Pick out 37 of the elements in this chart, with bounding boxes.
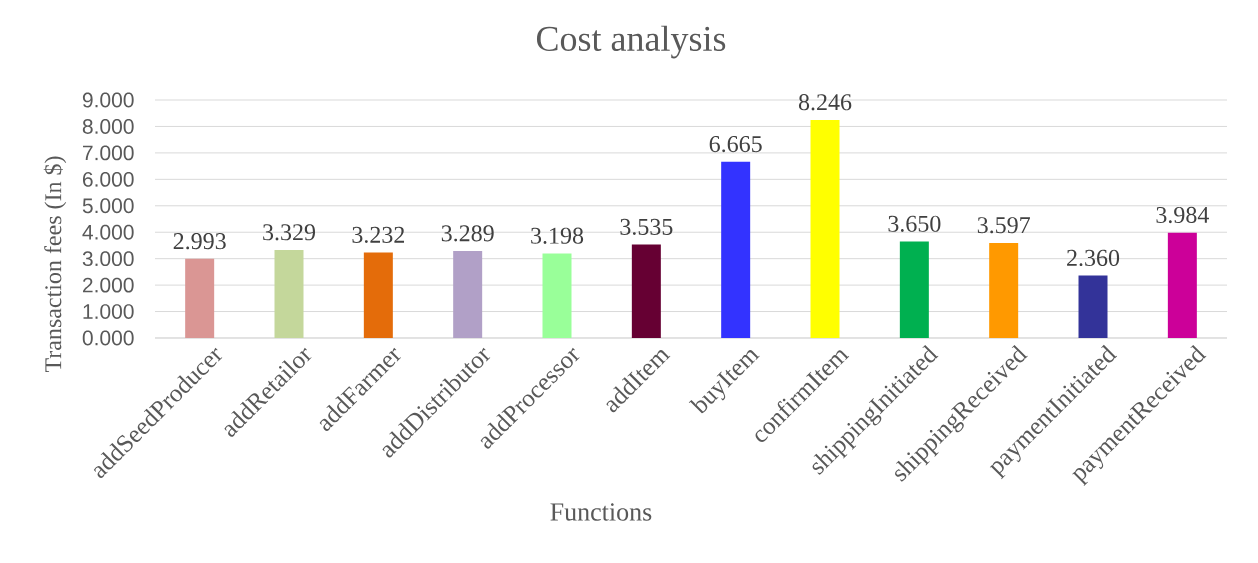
bar xyxy=(721,161,751,338)
y-tick-label: 4.000 xyxy=(82,224,134,240)
data-label: 3.198 xyxy=(531,227,584,244)
bar xyxy=(631,244,661,338)
y-tick-label: 1.000 xyxy=(83,304,134,319)
bar xyxy=(363,252,393,338)
y-tick-label: 0.000 xyxy=(82,330,134,346)
data-label: 3.597 xyxy=(977,217,1030,234)
data-label: 3.289 xyxy=(441,225,494,242)
bar xyxy=(1167,232,1197,338)
bar xyxy=(1078,275,1108,338)
chart-title: Cost analysis xyxy=(536,25,726,59)
y-tick-label: 5.000 xyxy=(82,198,134,214)
data-label: 3.535 xyxy=(620,218,673,235)
y-tick-label: 6.000 xyxy=(82,171,134,187)
bar xyxy=(810,119,840,338)
y-tick-label: 7.000 xyxy=(83,145,134,161)
data-label: 2.993 xyxy=(173,233,226,250)
data-label: 3.650 xyxy=(888,215,941,232)
bar xyxy=(989,242,1019,338)
bar xyxy=(899,241,929,338)
y-tick-label: 8.000 xyxy=(82,119,134,134)
data-label: 3.984 xyxy=(1156,206,1209,224)
bar xyxy=(542,253,572,338)
data-label: 6.665 xyxy=(709,136,762,153)
bar xyxy=(185,258,215,338)
bar xyxy=(453,251,483,338)
data-label: 8.246 xyxy=(798,94,852,111)
y-tick-label: 9.000 xyxy=(82,92,134,108)
y-tick-label: 3.000 xyxy=(82,251,134,267)
y-tick-label: 2.000 xyxy=(82,277,134,293)
data-label: 3.329 xyxy=(263,224,316,241)
data-label: 2.360 xyxy=(1067,249,1120,267)
x-axis-title: Functions xyxy=(550,503,652,521)
y-axis-title: Transaction fees (In $) xyxy=(43,156,67,373)
data-label: 3.232 xyxy=(352,226,405,244)
bar xyxy=(274,249,304,338)
